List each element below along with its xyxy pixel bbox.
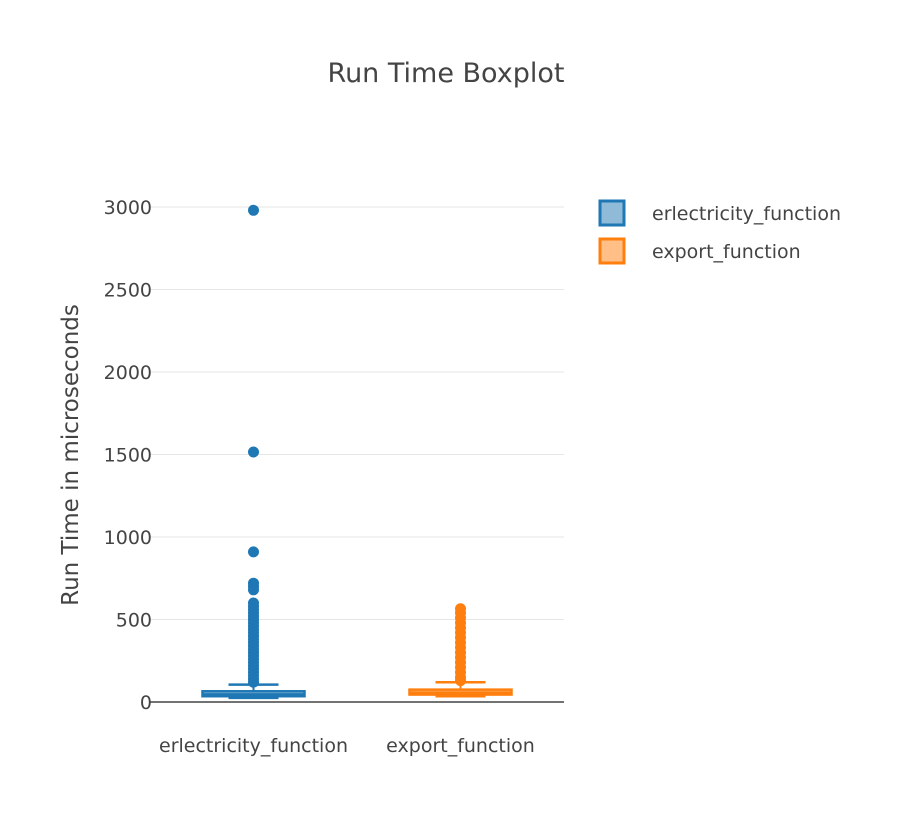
x-tick-labels: erlectricity_function export_function	[159, 735, 535, 757]
outlier-point	[248, 676, 259, 688]
legend-label: erlectricity_function	[652, 203, 841, 225]
x-tick-label: erlectricity_function	[159, 735, 348, 757]
grid-lines	[150, 206, 564, 620]
y-tick-label: 500	[116, 610, 152, 632]
y-tick-label: 1000	[104, 527, 152, 549]
outlier-point	[455, 675, 466, 687]
outlier-point	[248, 584, 259, 596]
legend-item[interactable]: export_function	[598, 237, 801, 265]
y-axis-label: Run Time in microseconds	[58, 304, 84, 606]
y-tick-label: 3000	[104, 197, 152, 219]
y-tick-label: 2500	[104, 280, 152, 302]
y-tick-label: 2000	[104, 362, 152, 384]
y-tick-label: 1500	[104, 445, 152, 467]
legend-swatch	[598, 237, 626, 265]
outlier-point	[248, 204, 259, 216]
chart-title: Run Time Boxplot	[328, 58, 565, 89]
y-tick-label: 0	[140, 692, 152, 714]
outlier-point	[248, 446, 259, 458]
box-traces	[201, 204, 513, 700]
legend[interactable]: erlectricity_function export_function	[598, 199, 841, 265]
y-tick-labels: 0 500 1000 1500 2000 2500 3000	[104, 197, 152, 714]
legend-swatch	[598, 199, 626, 227]
box-trace[interactable]	[201, 204, 306, 700]
box-trace[interactable]	[408, 603, 513, 698]
legend-label: export_function	[652, 241, 801, 263]
outlier-point	[248, 546, 259, 558]
legend-item[interactable]: erlectricity_function	[598, 199, 841, 227]
x-tick-label: export_function	[386, 735, 535, 757]
